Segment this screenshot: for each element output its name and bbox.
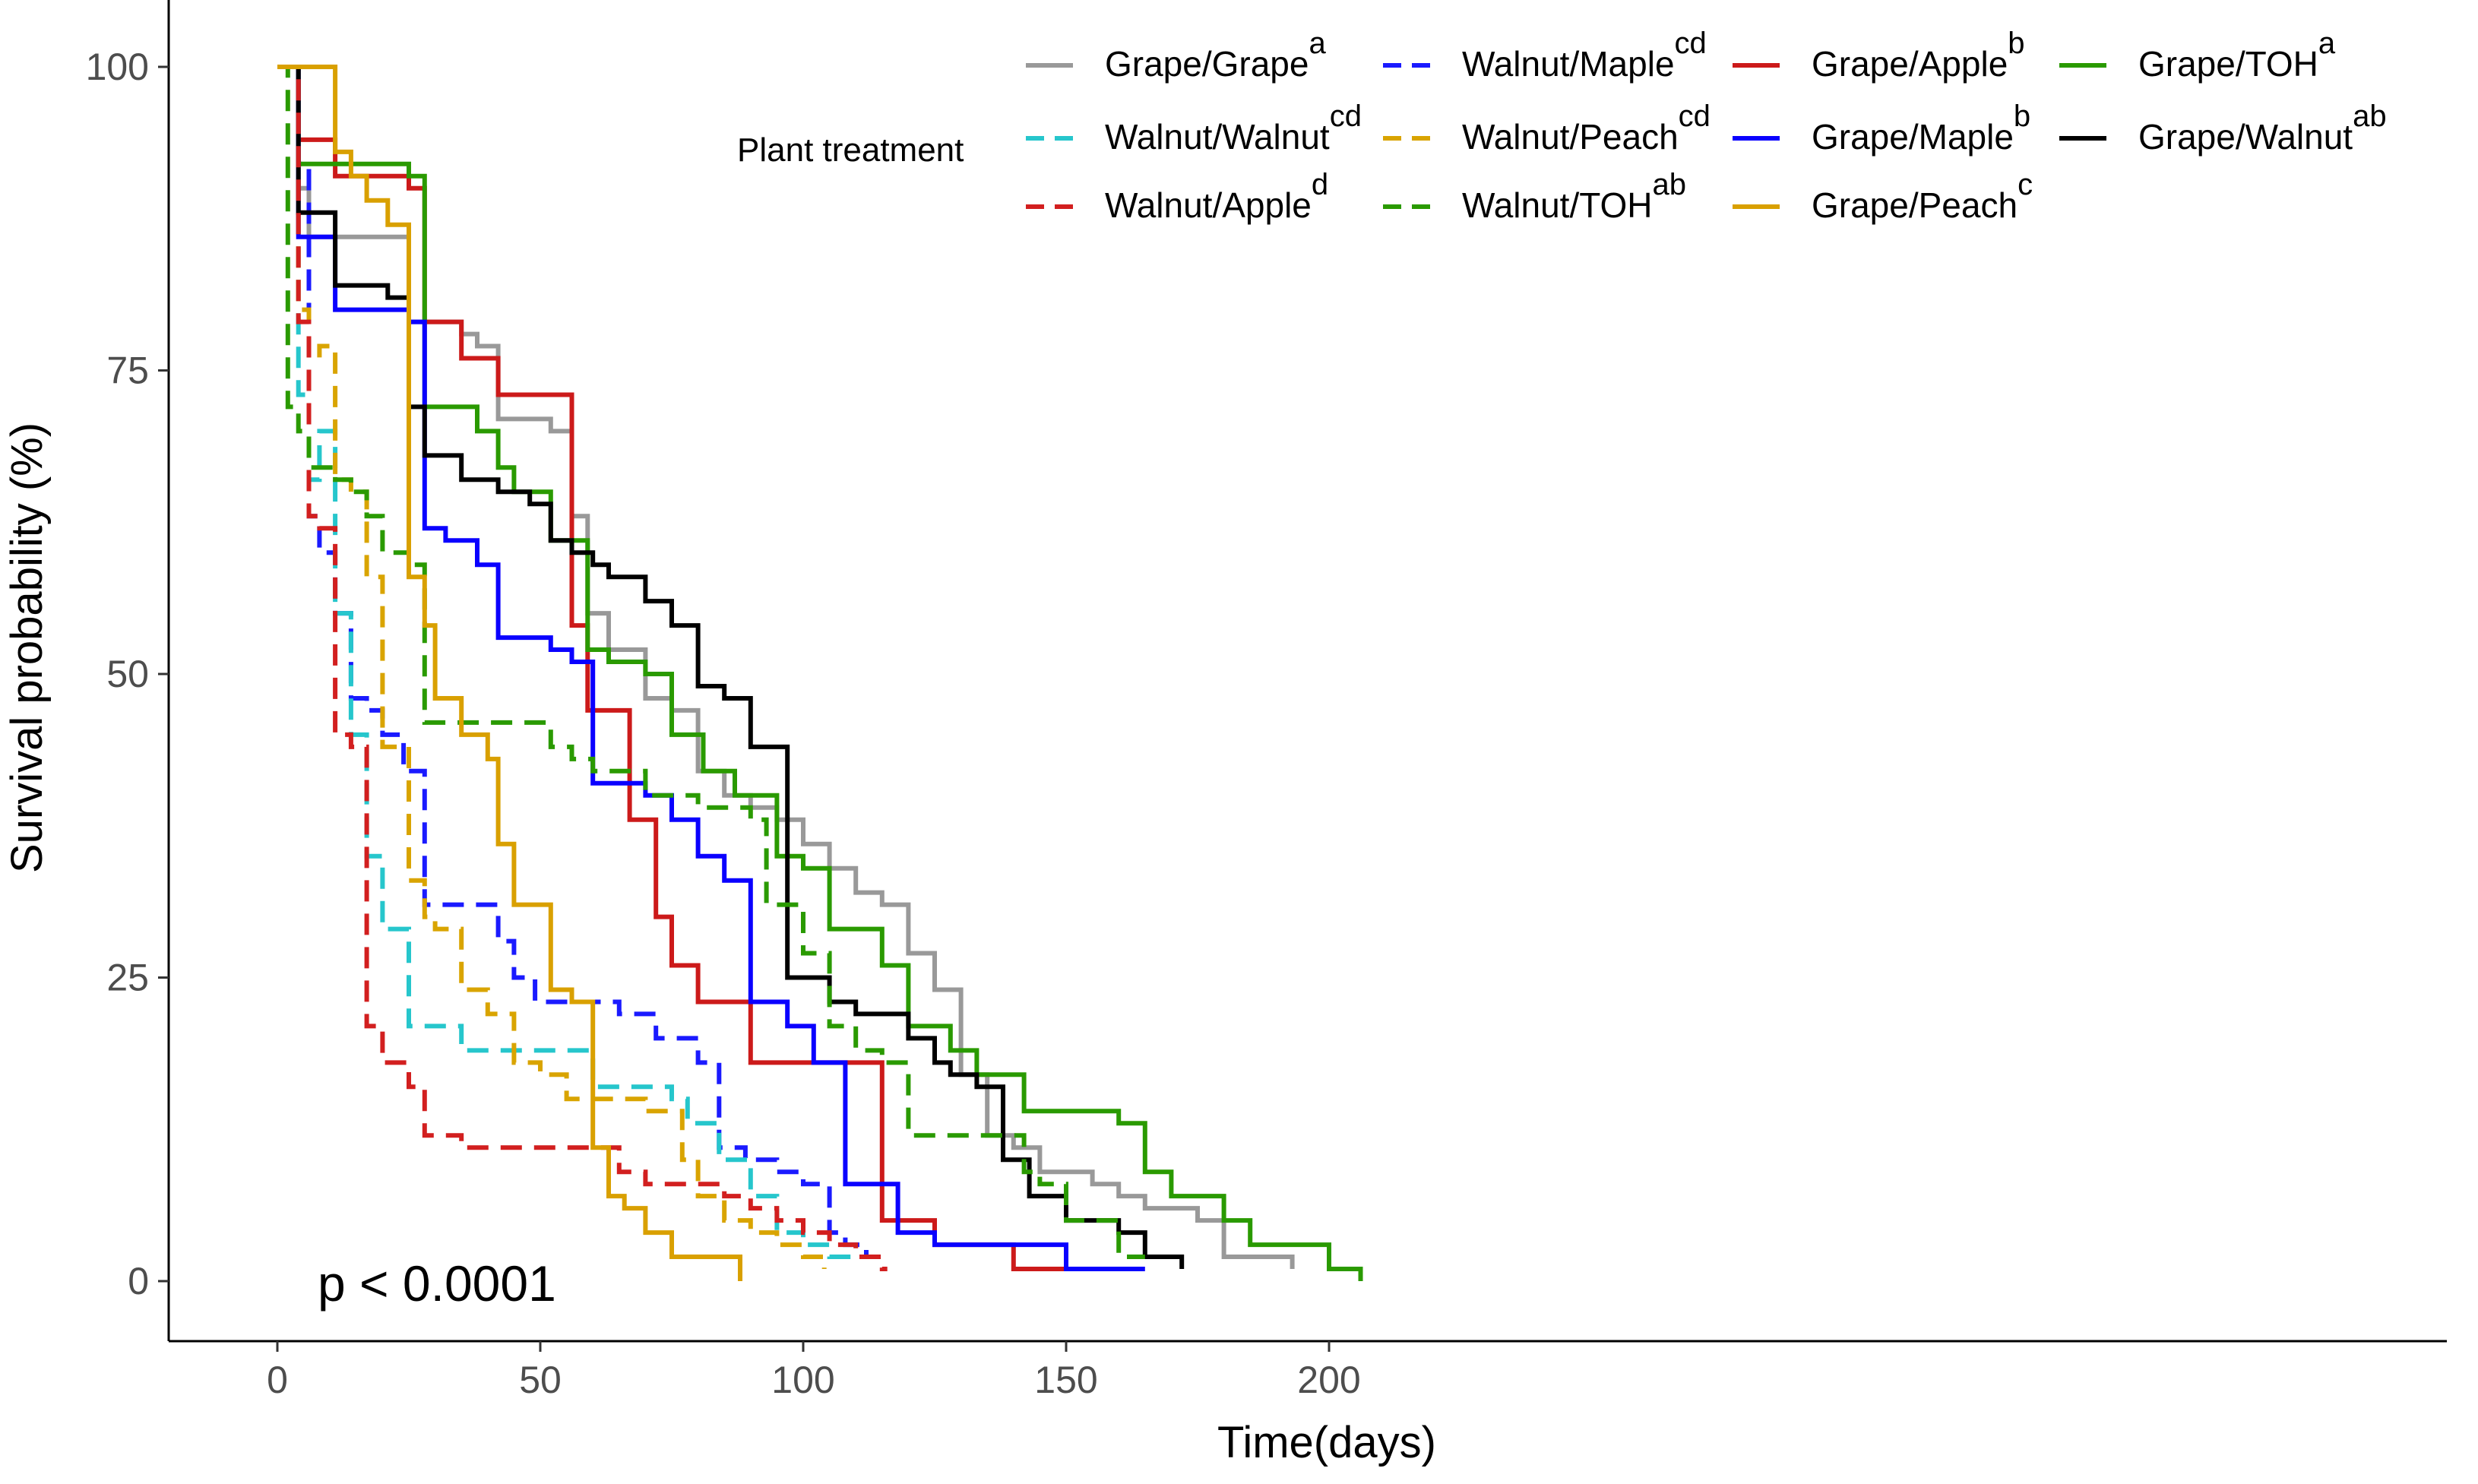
series-line-grape-peach <box>277 65 742 1281</box>
axis-layer <box>167 0 2447 1343</box>
legend-label-grape-peach: Grape/Peachc <box>1812 168 2033 225</box>
series-line-grape-apple <box>277 65 1109 1271</box>
y-axis-title: Survival probability (%) <box>2 422 52 873</box>
p-value-annotation: p < 0.0001 <box>318 1255 556 1312</box>
legend-label-walnut-peach: Walnut/Peachcd <box>1462 100 1711 157</box>
x-tick-label: 100 <box>771 1359 834 1401</box>
x-tick-label: 50 <box>519 1359 562 1401</box>
legend-superscript: d <box>1312 168 1328 201</box>
legend-label-grape-toh: Grape/TOHa <box>2138 27 2336 84</box>
y-tick-label: 50 <box>106 653 149 695</box>
legend-label-walnut-toh: Walnut/TOHab <box>1462 168 1686 225</box>
legend-superscript: b <box>2008 27 2024 60</box>
legend-superscript: ab <box>1653 168 1687 201</box>
legend-label-walnut-walnut: Walnut/Walnutcd <box>1105 100 1362 157</box>
series-line-walnut-maple <box>277 65 888 1259</box>
x-tick-label: 150 <box>1034 1359 1097 1401</box>
legend-superscript: a <box>1309 27 1326 60</box>
series-layer <box>277 65 1363 1281</box>
series-line-walnut-walnut <box>277 65 851 1259</box>
tick-layer: 0 50 100 150 200 0 25 50 75 100 <box>86 46 1361 1401</box>
legend-superscript: cd <box>1675 27 1707 60</box>
y-tick-label: 75 <box>106 350 149 392</box>
legend-superscript: cd <box>1330 100 1362 133</box>
legend: Plant treatment Grape/Grapea Walnut/Walnu… <box>737 27 2387 225</box>
legend-label-walnut-maple: Walnut/Maplecd <box>1462 27 1707 84</box>
x-axis-title: Time(days) <box>1217 1418 1436 1467</box>
legend-superscript: ab <box>2353 100 2387 133</box>
series-line-grape-toh <box>277 65 1363 1281</box>
y-tick-label: 100 <box>86 46 149 88</box>
x-tick-label: 200 <box>1297 1359 1360 1401</box>
y-tick-label: 0 <box>128 1260 149 1302</box>
legend-superscript: c <box>2018 168 2033 201</box>
legend-label-grape-apple: Grape/Appleb <box>1812 27 2025 84</box>
series-line-walnut-apple <box>277 65 888 1271</box>
legend-label-walnut-apple: Walnut/Appled <box>1105 168 1328 225</box>
legend-superscript: b <box>2014 100 2030 133</box>
series-line-grape-walnut <box>277 65 1185 1269</box>
legend-label-grape-grape: Grape/Grapea <box>1105 27 1326 84</box>
series-line-grape-grape <box>277 65 1295 1269</box>
y-tick-label: 25 <box>106 957 149 999</box>
series-line-walnut-toh <box>277 65 1145 1259</box>
legend-superscript: cd <box>1679 100 1711 133</box>
series-line-walnut-peach <box>277 65 827 1269</box>
legend-superscript: a <box>2318 27 2336 60</box>
x-tick-label: 0 <box>267 1359 288 1401</box>
legend-label-grape-walnut: Grape/Walnutab <box>2138 100 2387 157</box>
legend-title: Plant treatment <box>737 131 964 169</box>
legend-label-grape-maple: Grape/Mapleb <box>1812 100 2030 157</box>
